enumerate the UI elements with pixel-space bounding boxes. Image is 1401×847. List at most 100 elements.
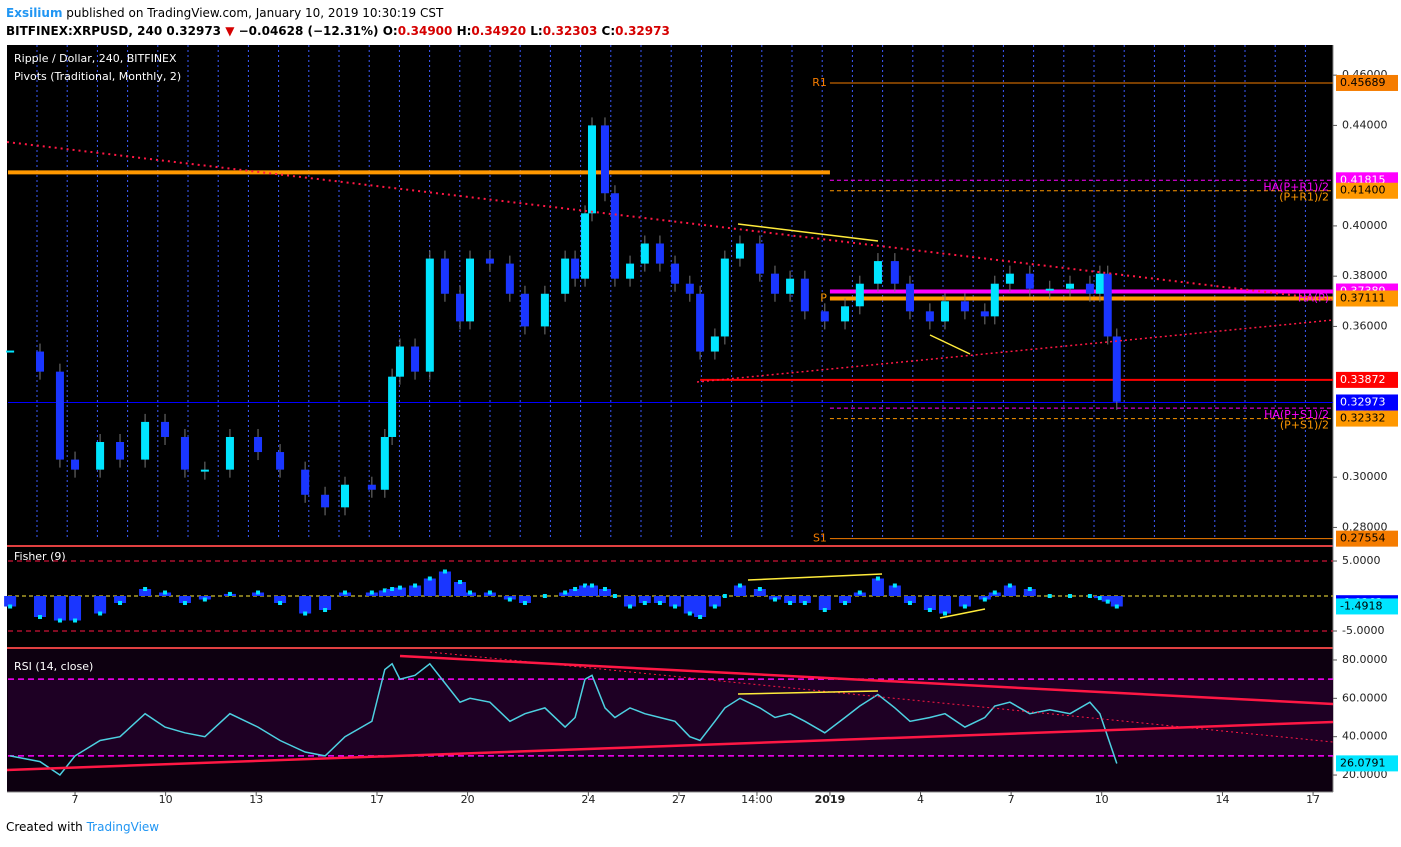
open-label: O: xyxy=(382,24,398,38)
histogram-tip xyxy=(182,601,187,606)
histogram-tip xyxy=(942,611,947,616)
candle xyxy=(1045,288,1054,291)
histogram-tip xyxy=(772,597,777,602)
pivot-name: HA(P) xyxy=(1298,292,1329,305)
footer: Created with TradingView xyxy=(6,820,159,834)
candle xyxy=(505,263,514,294)
histogram-tip xyxy=(642,601,647,606)
y-tick-label: 0.44000 xyxy=(1342,118,1388,131)
candle xyxy=(71,459,80,470)
histogram-tip xyxy=(202,597,207,602)
candle xyxy=(1095,273,1104,294)
histogram-bar xyxy=(694,596,707,618)
x-tick-label: 27 xyxy=(672,793,686,806)
candle xyxy=(388,376,397,437)
histogram-bar xyxy=(518,596,531,604)
price-label: 0.41400 xyxy=(1340,184,1386,197)
histogram-tip xyxy=(589,583,594,588)
candle xyxy=(36,351,45,372)
price-label-box xyxy=(1336,394,1398,411)
histogram-tip xyxy=(602,587,607,592)
histogram-bar xyxy=(938,596,951,614)
histogram-bar xyxy=(624,596,637,607)
histogram-bar xyxy=(139,589,152,597)
x-tick-label: 13 xyxy=(249,793,263,806)
y-tick-label: 80.0000 xyxy=(1342,653,1388,666)
candle xyxy=(225,436,234,470)
histogram-bar xyxy=(409,585,422,597)
histogram-tip xyxy=(256,590,261,595)
price-label-box xyxy=(1336,530,1398,547)
candle xyxy=(55,371,64,460)
open: 0.34900 xyxy=(397,24,453,38)
histogram-tip xyxy=(907,601,912,606)
histogram-bar xyxy=(1101,596,1114,602)
histogram-bar xyxy=(1003,585,1016,597)
histogram-bar xyxy=(569,589,582,597)
fisher-title: Fisher (9) xyxy=(14,550,66,563)
candle xyxy=(820,311,829,322)
histogram-bar xyxy=(784,596,797,604)
histogram-tip xyxy=(73,618,78,623)
brand[interactable]: TradingView xyxy=(86,820,160,834)
candle xyxy=(841,306,850,322)
candle xyxy=(600,125,609,194)
histogram-tip xyxy=(875,576,880,581)
x-tick-label: 10 xyxy=(1095,793,1109,806)
candle xyxy=(161,421,170,437)
candle xyxy=(411,346,420,372)
price-label: 0.33872 xyxy=(1340,373,1386,386)
high-label: H: xyxy=(456,24,472,38)
candle xyxy=(720,258,729,337)
histogram-tip xyxy=(303,611,308,616)
candle xyxy=(710,336,719,352)
histogram-tip xyxy=(1007,583,1012,588)
histogram-bar xyxy=(958,596,971,607)
histogram-bar xyxy=(423,578,436,597)
pivot-name: (P+S1)/2 xyxy=(1280,419,1329,432)
histogram-tip xyxy=(982,597,987,602)
y-tick-label: 0.36000 xyxy=(1342,319,1388,332)
price-label-box xyxy=(1336,74,1398,91)
candle xyxy=(960,301,969,312)
histogram-bar xyxy=(888,585,901,597)
pivot-name: S1 xyxy=(813,532,827,545)
plot xyxy=(4,74,1337,796)
histogram-bar xyxy=(1023,589,1036,597)
histogram-tip xyxy=(458,580,463,585)
histogram-bar xyxy=(733,585,746,597)
histogram-bar xyxy=(683,596,696,614)
divergence-line xyxy=(737,223,879,242)
candle xyxy=(276,452,285,470)
x-tick-label: 14:00 xyxy=(741,793,773,806)
histogram-tip xyxy=(467,590,472,595)
histogram-tip xyxy=(487,590,492,595)
y-tick-label: 0.30000 xyxy=(1342,470,1388,483)
histogram-tip xyxy=(802,601,807,606)
price-label: 0.27554 xyxy=(1340,532,1386,545)
histogram-bar xyxy=(34,596,47,618)
band-fill xyxy=(8,679,1333,756)
histogram-tip xyxy=(698,615,703,620)
candle xyxy=(456,293,465,322)
histogram-bar xyxy=(798,596,811,604)
histogram-bar xyxy=(114,596,127,604)
histogram-bar xyxy=(753,589,766,597)
candle xyxy=(520,293,529,327)
candle xyxy=(890,261,899,284)
price-label-box xyxy=(1336,598,1398,615)
histogram-bar xyxy=(839,596,852,604)
candle xyxy=(540,293,549,327)
author[interactable]: Exsilium xyxy=(6,6,63,20)
price-label-box xyxy=(1336,755,1398,772)
x-tick-label: 7 xyxy=(1008,793,1015,806)
histogram-bar xyxy=(1110,596,1123,607)
candle xyxy=(485,258,494,264)
symbol: BITFINEX:XRPUSD, 240 xyxy=(6,24,163,38)
x-tick-label: 2019 xyxy=(815,793,846,806)
x-tick-label: 17 xyxy=(1306,793,1320,806)
histogram-tip xyxy=(542,594,547,599)
histogram-tip xyxy=(1087,594,1092,599)
price-label: -1.4918 xyxy=(1340,599,1382,612)
pivot-name: P xyxy=(820,292,827,305)
